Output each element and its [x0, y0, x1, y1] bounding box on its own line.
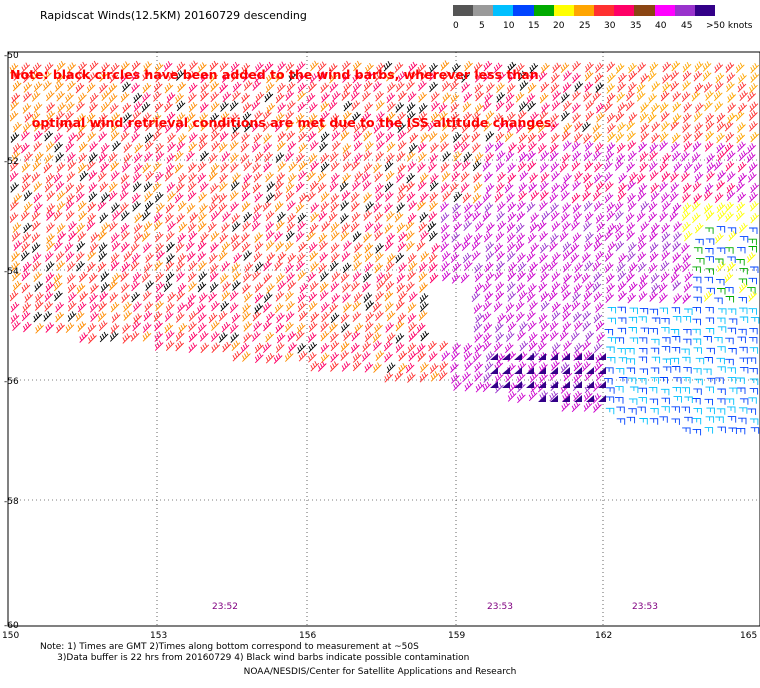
- colorbar-tick: 5: [479, 21, 485, 31]
- footnotes: Note: 1) Times are GMT 2)Times along bot…: [40, 642, 469, 664]
- wind-barb-group: [692, 227, 757, 303]
- plot-frame: [7, 51, 760, 627]
- lat-label: -54: [4, 267, 19, 277]
- lon-label: 156: [299, 631, 316, 641]
- lon-label: 159: [448, 631, 465, 641]
- credit-line: NOAA/NESDIS/Center for Satellite Applica…: [243, 667, 517, 677]
- colorbar-tick: 20: [553, 21, 565, 31]
- time-label: 23:52: [212, 602, 238, 612]
- lon-label: 153: [150, 631, 167, 641]
- altitude-note-line: optimal wind retrieval conditions are me…: [10, 115, 557, 130]
- lat-label: -58: [4, 497, 19, 507]
- colorbar-swatch: [573, 5, 595, 16]
- wind-barb-group: [9, 60, 747, 374]
- colorbar-swatch: [634, 5, 656, 16]
- wind-barb-group: [440, 140, 760, 413]
- colorbar-swatch: [533, 5, 555, 16]
- wind-barb-group: [604, 226, 760, 436]
- colorbar-swatch: [553, 5, 575, 16]
- colorbar-swatch: [453, 5, 474, 16]
- lat-label: -60: [4, 621, 19, 631]
- map-title: Rapidscat Winds(12.5KM) 20160729 descend…: [40, 9, 307, 22]
- lat-label: -50: [4, 51, 19, 61]
- wind-barb-group: [9, 60, 759, 383]
- colorbar-units: >50 knots: [706, 21, 753, 31]
- grid-lines: [8, 52, 760, 626]
- colorbar-swatch: [614, 5, 635, 16]
- lon-label: 162: [595, 631, 612, 641]
- wind-barb-group: [9, 60, 605, 382]
- colorbar-tick: 35: [630, 21, 642, 31]
- colorbar-swatch: [513, 5, 535, 16]
- colorbar-swatch: [654, 5, 676, 16]
- colorbar-tick: 25: [579, 21, 591, 31]
- lon-label: 165: [740, 631, 757, 641]
- colorbar-tick: 45: [681, 21, 693, 31]
- colorbar-tick: 30: [604, 21, 616, 31]
- colorbar-swatch: [674, 5, 696, 16]
- wind-barb-group: [605, 306, 760, 434]
- altitude-note-line: Note: black circles have been added to t…: [10, 67, 539, 82]
- colorbar-swatch: [594, 5, 615, 16]
- colorbar-tick: 10: [503, 21, 515, 31]
- colorbar-swatch: [493, 5, 514, 16]
- lon-label: 150: [2, 631, 19, 641]
- altitude-note: Note: black circles have been added to t…: [10, 35, 570, 147]
- time-label: 23:53: [632, 602, 658, 612]
- colorbar-swatch: [473, 5, 494, 16]
- colorbar-swatch: [694, 5, 716, 16]
- wind-barbs: [9, 60, 760, 436]
- wind-barb-group: [10, 60, 605, 374]
- lat-label: -52: [4, 157, 19, 167]
- colorbar-tick: 15: [528, 21, 540, 31]
- colorbar-tick: 0: [453, 21, 459, 31]
- wind-barb-group: [440, 200, 682, 402]
- time-label: 23:53: [487, 602, 513, 612]
- lat-label: -56: [4, 377, 19, 387]
- colorbar-tick: 40: [655, 21, 667, 31]
- wind-barb-group: [606, 60, 760, 144]
- footnote-line: Note: 1) Times are GMT 2)Times along bot…: [40, 642, 419, 652]
- wind-barb-group: [681, 200, 760, 302]
- footnote-line: 3)Data buffer is 22 hrs from 20160729 4)…: [40, 653, 470, 663]
